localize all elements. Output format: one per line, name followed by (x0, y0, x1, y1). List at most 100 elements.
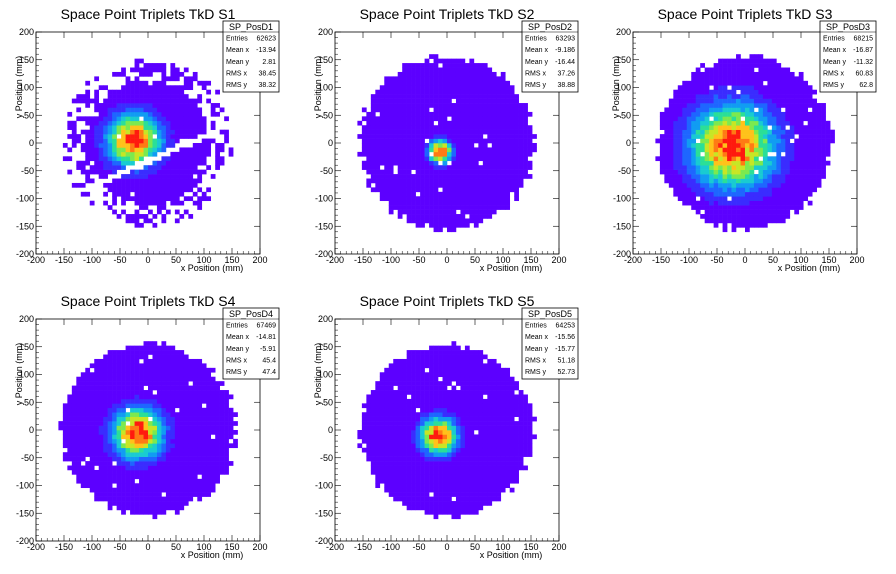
heatmap-cell (509, 143, 515, 148)
heatmap-cell (71, 134, 77, 139)
heatmap-cell (713, 98, 719, 104)
heatmap-cell (89, 478, 95, 484)
heatmap-cell (379, 474, 385, 480)
heatmap-cell (758, 151, 764, 157)
heatmap-cell (695, 111, 701, 117)
heatmap-cell (219, 147, 225, 153)
heatmap-cell (704, 85, 710, 91)
y-axis-label: y Position (mm) (313, 56, 323, 119)
heatmap-cell (148, 363, 153, 369)
heatmap-cell (130, 385, 135, 391)
heatmap-cell (812, 178, 817, 184)
heatmap-cell (420, 165, 425, 170)
heatmap-cell (816, 182, 822, 188)
heatmap-cell (174, 363, 180, 369)
heatmap-cell (727, 98, 732, 104)
heatmap-cell (219, 403, 225, 409)
heatmap-cell (785, 129, 791, 135)
heatmap-cell (789, 76, 795, 82)
heatmap-cell (112, 478, 117, 484)
heatmap-cell (143, 398, 149, 404)
heatmap-cell (659, 160, 665, 166)
heatmap-cell (655, 156, 661, 162)
heatmap-cell (803, 191, 809, 197)
heatmap-cell (201, 398, 207, 404)
heatmap-cell (67, 443, 73, 449)
heatmap-cell (406, 89, 412, 95)
heatmap-cell (771, 129, 777, 135)
heatmap-cell (442, 214, 448, 219)
heatmap-cell (375, 412, 381, 417)
heatmap-cell (780, 200, 786, 206)
heatmap-cell (451, 169, 457, 175)
heatmap-cell (736, 196, 741, 202)
heatmap-cell (148, 67, 153, 73)
heatmap-cell (156, 98, 162, 104)
heatmap-cell (758, 63, 764, 68)
heatmap-cell (107, 492, 113, 497)
heatmap-cell (700, 214, 705, 219)
heatmap-cell (143, 487, 149, 493)
heatmap-cell (370, 143, 376, 148)
heatmap-cell (505, 200, 511, 206)
heatmap-cell (397, 165, 403, 170)
heatmap-cell (143, 501, 149, 506)
heatmap-cell (206, 447, 212, 453)
heatmap-cell (664, 178, 670, 184)
heatmap-cell (816, 165, 822, 170)
heatmap-cell (161, 134, 167, 139)
heatmap-cell (505, 147, 511, 153)
heatmap-cell (749, 174, 755, 179)
heatmap-cell (424, 94, 430, 99)
heatmap-cell (379, 120, 385, 126)
heatmap-cell (107, 111, 113, 117)
heatmap-cell (704, 147, 710, 153)
heatmap-cell (393, 129, 399, 135)
heatmap-cell (758, 98, 764, 104)
heatmap-cell (509, 147, 515, 153)
heatmap-cell (156, 174, 162, 179)
heatmap-cells (655, 54, 835, 233)
heatmap-cell (789, 120, 795, 126)
heatmap-cell (469, 107, 475, 113)
heatmap-cell (228, 425, 234, 431)
heatmap-cell (366, 111, 372, 117)
heatmap-cell (366, 412, 372, 417)
heatmap-cell (700, 156, 705, 162)
heatmap-cell (709, 89, 714, 95)
heatmap-cell (125, 151, 131, 157)
heatmap-cell (174, 443, 180, 449)
heatmap-cell (388, 143, 394, 148)
heatmap-cell (677, 111, 683, 117)
heatmap-cell (762, 160, 768, 166)
heatmap-cell (482, 138, 488, 144)
heatmap-cell (125, 350, 131, 355)
heatmap-cell (130, 465, 135, 471)
heatmap-cell (789, 116, 795, 122)
heatmap-cell (447, 107, 452, 113)
heatmap-cell (201, 434, 207, 440)
heatmap-cell (183, 165, 189, 170)
heatmap-cell (740, 71, 746, 77)
heatmap-cell (107, 394, 113, 400)
y-tick-label: 150 (318, 55, 333, 65)
heatmap-cell (107, 452, 113, 457)
heatmap-cell (388, 200, 394, 206)
heatmap-cell (174, 169, 180, 175)
heatmap-cell (718, 147, 723, 153)
heatmap-cell (210, 381, 216, 386)
heatmap-cell (80, 98, 86, 104)
heatmap-cell (673, 187, 679, 193)
heatmap-cell (98, 456, 104, 462)
heatmap-cell (659, 151, 665, 157)
heatmap-cell (71, 120, 77, 126)
heatmap-cell (420, 129, 425, 135)
heatmap-cell (442, 71, 448, 77)
heatmap-cell (121, 111, 126, 117)
heatmap-cell (722, 138, 728, 144)
heatmap-cell (397, 103, 403, 108)
heatmap-cell (98, 134, 104, 139)
heatmap-cell (152, 385, 158, 391)
heatmap-cell (112, 425, 117, 431)
heatmap-cell (776, 107, 782, 113)
